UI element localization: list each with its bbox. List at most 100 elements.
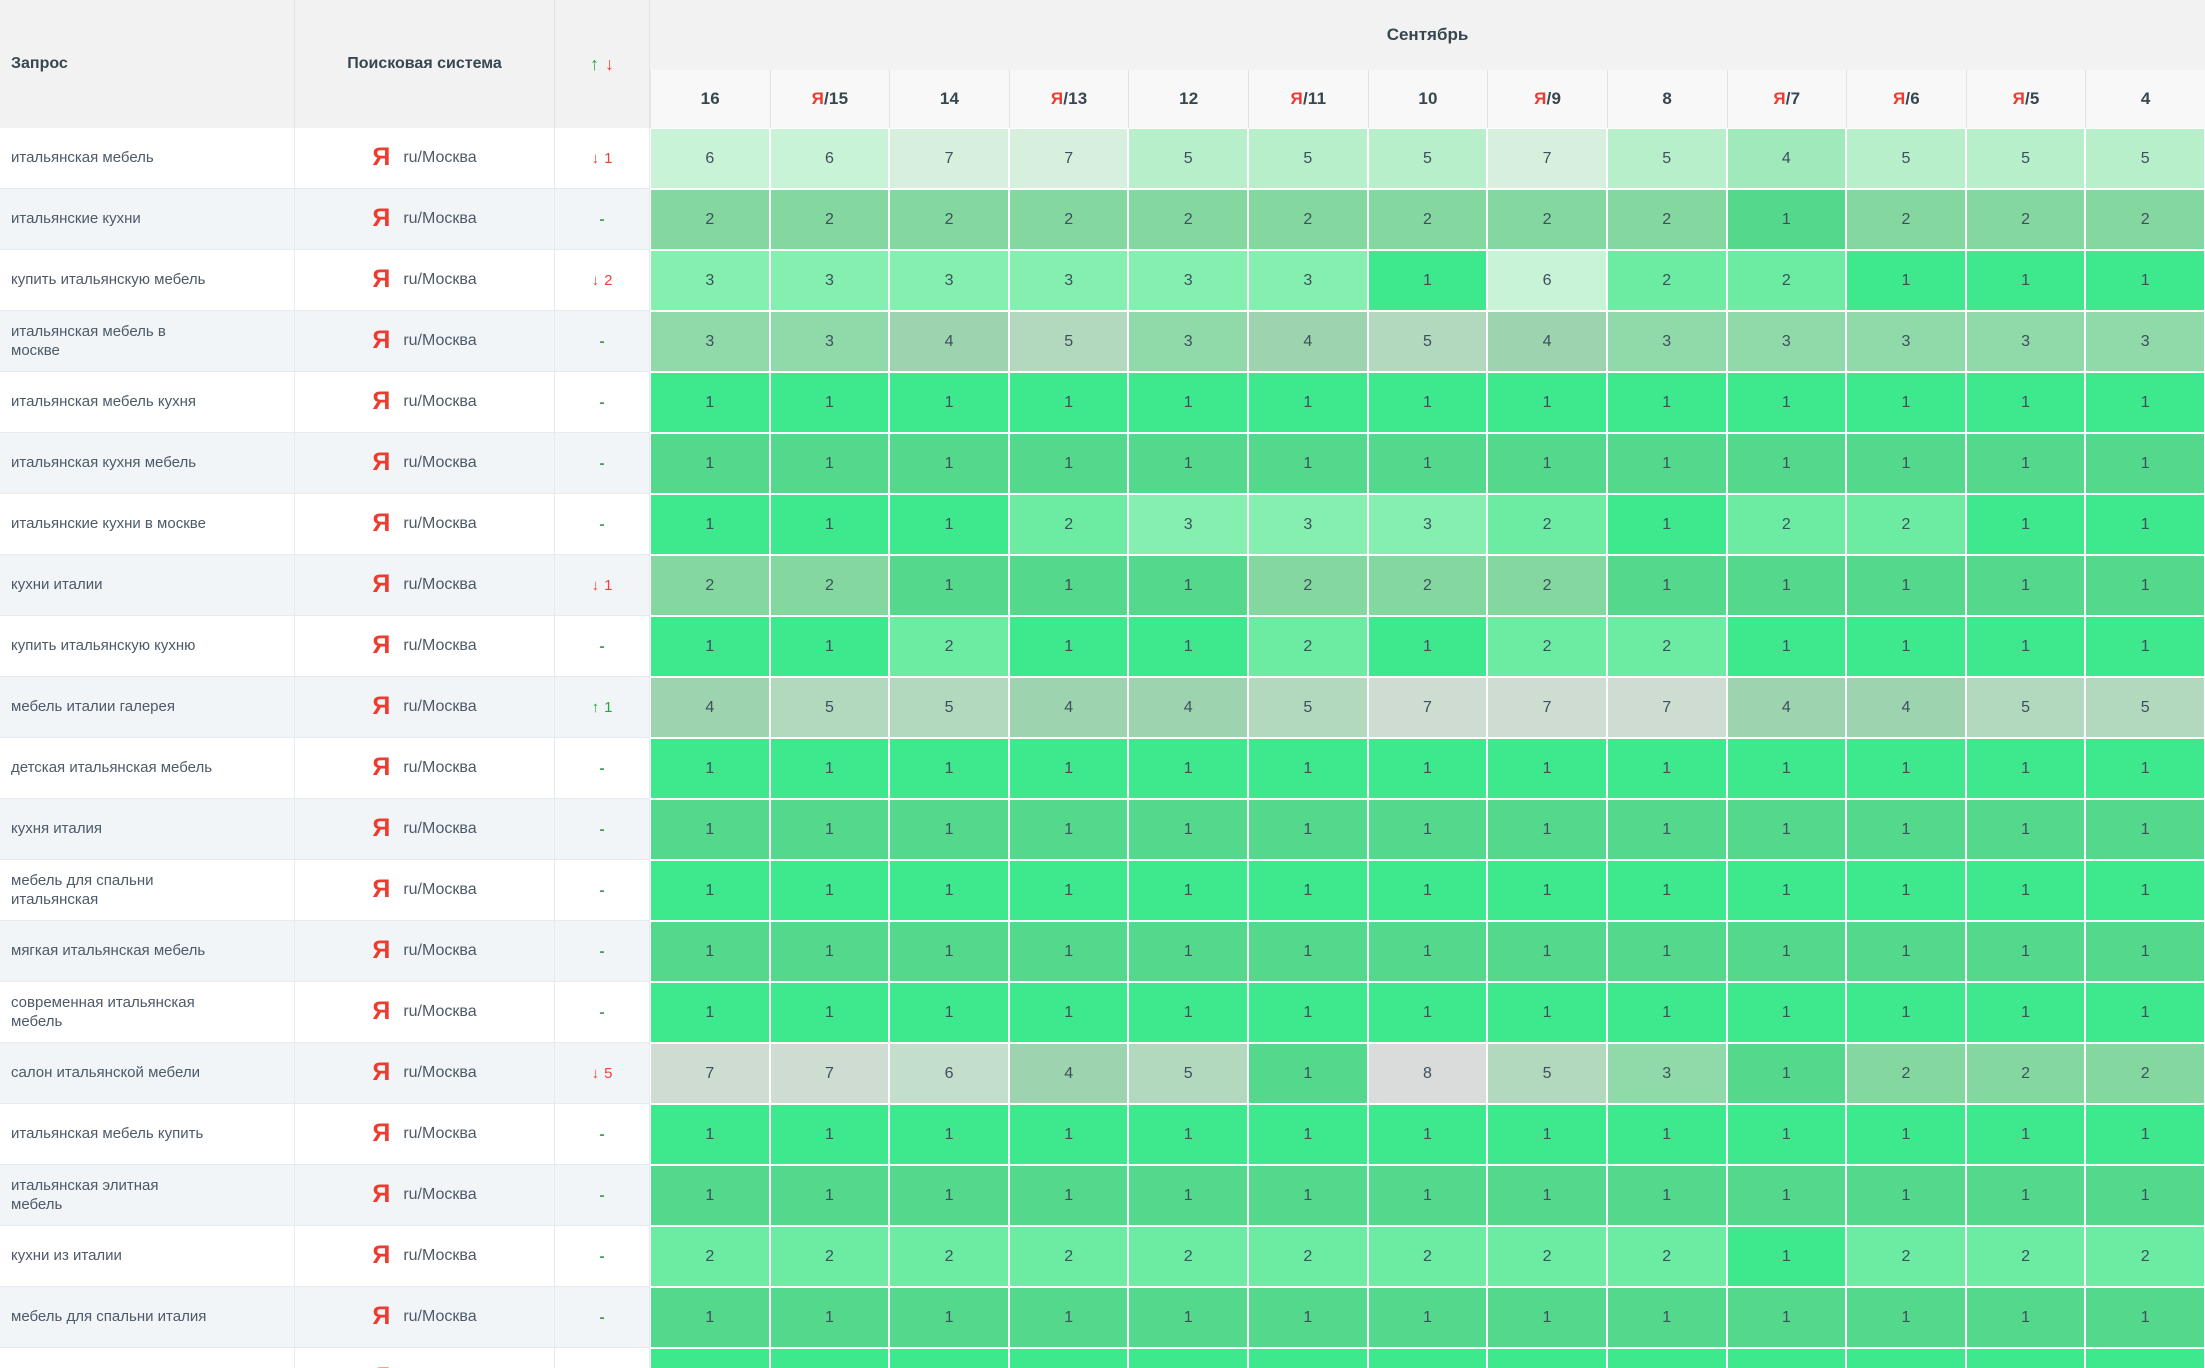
position-cell[interactable]: 1 <box>1606 982 1727 1043</box>
position-cell[interactable]: 1 <box>1367 799 1488 860</box>
query-text[interactable]: итальянская элитная мебель <box>11 1176 159 1214</box>
position-cell[interactable]: 1 <box>1606 1104 1727 1165</box>
position-cell[interactable]: 1 <box>1487 738 1607 799</box>
position-cell[interactable]: 1 <box>2085 1165 2205 1226</box>
position-cell[interactable]: 1 <box>769 1165 890 1226</box>
position-cell[interactable]: 1 <box>1128 555 1249 616</box>
position-cell[interactable]: 1 <box>889 494 1009 555</box>
position-cell[interactable]: 4 <box>1008 677 1129 738</box>
query-text[interactable]: итальянская мебель кухня <box>11 393 197 411</box>
position-cell[interactable]: 1 <box>1128 616 1249 677</box>
position-cell[interactable]: 1 <box>2085 860 2205 921</box>
position-cell[interactable]: 1 <box>1965 250 2086 311</box>
position-cell[interactable]: 1 <box>1606 799 1727 860</box>
position-cell[interactable]: 1 <box>1367 1287 1488 1348</box>
position-cell[interactable]: 2 <box>650 1226 770 1287</box>
position-cell[interactable]: 7 <box>1008 128 1129 189</box>
position-cell[interactable]: 1 <box>1128 860 1249 921</box>
position-cell[interactable]: 2 <box>2085 1226 2205 1287</box>
position-cell[interactable]: 3 <box>1606 1043 1727 1104</box>
date-header-cell[interactable]: Я/9 <box>1487 70 1607 128</box>
position-cell[interactable]: 5 <box>1846 128 1966 189</box>
position-cell[interactable]: 4 <box>889 311 1009 372</box>
position-cell[interactable]: 1 <box>1726 799 1847 860</box>
position-cell[interactable]: 2 <box>769 1226 890 1287</box>
position-cell[interactable]: 1 <box>2085 433 2205 494</box>
position-cell[interactable]: 1 <box>1965 372 2086 433</box>
position-cell[interactable]: 2 <box>1008 189 1129 250</box>
position-cell[interactable]: 1 <box>1846 555 1966 616</box>
position-cell[interactable]: 1 <box>1726 1287 1847 1348</box>
position-cell[interactable]: 1 <box>889 921 1009 982</box>
position-cell[interactable]: 1 <box>1965 616 2086 677</box>
position-cell[interactable]: 5 <box>1487 1043 1607 1104</box>
position-cell[interactable]: 1 <box>1248 1104 1368 1165</box>
position-cell[interactable]: 1 <box>1846 250 1966 311</box>
position-cell[interactable]: 1 <box>1008 1104 1129 1165</box>
position-cell[interactable]: 1 <box>1965 982 2086 1043</box>
position-cell[interactable]: 1 <box>650 1287 770 1348</box>
query-text[interactable]: кухни италии <box>11 576 103 594</box>
position-cell[interactable]: 3 <box>1606 311 1727 372</box>
position-cell[interactable]: 4 <box>1726 128 1847 189</box>
position-cell[interactable]: 1 <box>1128 1104 1249 1165</box>
position-cell[interactable]: 1 <box>1846 1287 1966 1348</box>
position-cell[interactable]: 2 <box>1965 1226 2086 1287</box>
position-cell[interactable]: 1 <box>1487 1287 1607 1348</box>
position-cell[interactable]: 2 <box>769 189 890 250</box>
position-cell[interactable]: 5 <box>2085 128 2205 189</box>
position-cell[interactable]: 1 <box>1846 433 1966 494</box>
position-cell[interactable]: 1 <box>1965 1348 2086 1368</box>
position-cell[interactable]: 3 <box>1008 250 1129 311</box>
position-cell[interactable]: 1 <box>2085 372 2205 433</box>
position-cell[interactable]: 1 <box>1008 372 1129 433</box>
position-cell[interactable]: 2 <box>1606 616 1727 677</box>
position-cell[interactable]: 5 <box>769 677 890 738</box>
query-text[interactable]: детская итальянская мебель <box>11 759 213 777</box>
position-cell[interactable]: 1 <box>889 982 1009 1043</box>
position-cell[interactable]: 1 <box>650 921 770 982</box>
position-cell[interactable]: 4 <box>1726 677 1847 738</box>
position-cell[interactable]: 1 <box>1248 860 1368 921</box>
position-cell[interactable]: 1 <box>1248 1043 1368 1104</box>
position-cell[interactable]: 5 <box>1008 311 1129 372</box>
position-cell[interactable]: 1 <box>650 1348 770 1368</box>
position-cell[interactable]: 2 <box>1367 189 1488 250</box>
position-cell[interactable]: 1 <box>1965 555 2086 616</box>
position-cell[interactable]: 1 <box>769 494 890 555</box>
position-cell[interactable]: 1 <box>2085 494 2205 555</box>
position-cell[interactable]: 3 <box>1846 311 1966 372</box>
position-cell[interactable]: 3 <box>650 250 770 311</box>
position-cell[interactable]: 1 <box>1726 860 1847 921</box>
position-cell[interactable]: 2 <box>1606 189 1727 250</box>
position-cell[interactable]: 3 <box>1128 250 1249 311</box>
position-cell[interactable]: 3 <box>1128 494 1249 555</box>
position-cell[interactable]: 2 <box>2085 189 2205 250</box>
position-cell[interactable]: 1 <box>650 1165 770 1226</box>
position-cell[interactable]: 2 <box>889 1226 1009 1287</box>
position-cell[interactable]: 2 <box>1846 494 1966 555</box>
position-cell[interactable]: 1 <box>2085 1104 2205 1165</box>
position-cell[interactable]: 1 <box>1008 982 1129 1043</box>
position-cell[interactable]: 1 <box>1606 1348 1727 1368</box>
position-cell[interactable]: 1 <box>1128 799 1249 860</box>
position-cell[interactable]: 1 <box>1128 433 1249 494</box>
position-cell[interactable]: 1 <box>1248 1287 1368 1348</box>
position-cell[interactable]: 1 <box>1726 921 1847 982</box>
position-cell[interactable]: 2 <box>1487 494 1607 555</box>
position-cell[interactable]: 1 <box>769 921 890 982</box>
position-cell[interactable]: 1 <box>1367 738 1488 799</box>
position-cell[interactable]: 1 <box>769 738 890 799</box>
position-cell[interactable]: 6 <box>769 128 890 189</box>
position-cell[interactable]: 1 <box>769 372 890 433</box>
position-cell[interactable]: 1 <box>769 1287 890 1348</box>
position-cell[interactable]: 1 <box>1606 372 1727 433</box>
position-cell[interactable]: 1 <box>1487 860 1607 921</box>
query-text[interactable]: итальянская мебель купить <box>11 1125 204 1143</box>
position-cell[interactable]: 3 <box>1248 250 1368 311</box>
date-header-cell[interactable]: 14 <box>889 70 1009 128</box>
position-cell[interactable]: 1 <box>1367 616 1488 677</box>
position-cell[interactable]: 5 <box>1965 128 2086 189</box>
position-cell[interactable]: 2 <box>1487 1226 1607 1287</box>
position-cell[interactable]: 1 <box>1248 1165 1368 1226</box>
